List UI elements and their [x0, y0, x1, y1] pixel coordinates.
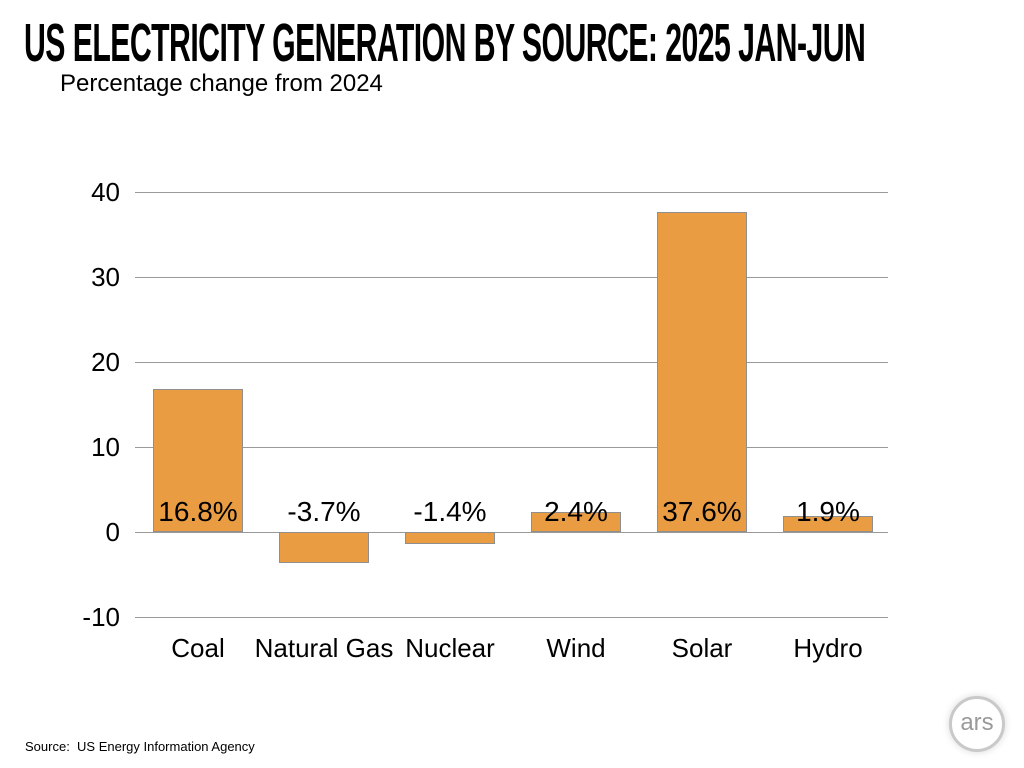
category-label-natural-gas: Natural Gas	[254, 633, 394, 663]
bar-natural-gas	[279, 532, 369, 564]
ars-logo: ars	[949, 696, 1005, 752]
value-label-hydro: 1.9%	[796, 496, 860, 527]
category-label-coal: Coal	[171, 633, 225, 663]
bar-coal	[153, 389, 243, 532]
category-label-nuclear: Nuclear	[405, 633, 495, 663]
category-label-solar: Solar	[671, 633, 733, 663]
ars-logo-text: ars	[960, 708, 994, 736]
y-tick-label-10: 10	[91, 432, 120, 462]
gridline-20	[135, 361, 888, 363]
chart-subtitle: Percentage change from 2024	[60, 70, 383, 97]
bar-wind	[531, 511, 621, 532]
chart-title: US ELECTRICITY GENERATION BY SOURCE: 202…	[24, 13, 866, 73]
gridline-0	[135, 531, 888, 533]
y-tick-label-20: 20	[91, 347, 120, 377]
gridline-30	[135, 276, 888, 278]
value-label-nuclear: -1.4%	[413, 496, 487, 527]
bar-solar	[657, 212, 747, 532]
value-label-coal: 16.8%	[158, 496, 238, 527]
y-tick-label--10: -10	[82, 602, 120, 632]
gridline-10	[135, 446, 888, 448]
bar-hydro	[783, 515, 873, 532]
gridline--10	[135, 616, 888, 618]
y-tick-label-40: 40	[91, 177, 120, 207]
source-text: Source: US Energy Information Agency	[25, 739, 255, 754]
value-label-solar: 37.6%	[662, 496, 742, 527]
category-label-wind: Wind	[546, 633, 606, 663]
bar-nuclear	[405, 532, 495, 544]
y-tick-label-30: 30	[91, 262, 120, 292]
value-label-wind: 2.4%	[544, 496, 608, 527]
gridline-40	[135, 191, 888, 193]
value-label-natural-gas: -3.7%	[287, 496, 361, 527]
y-tick-label-0: 0	[105, 517, 120, 547]
category-label-hydro: Hydro	[793, 633, 863, 663]
